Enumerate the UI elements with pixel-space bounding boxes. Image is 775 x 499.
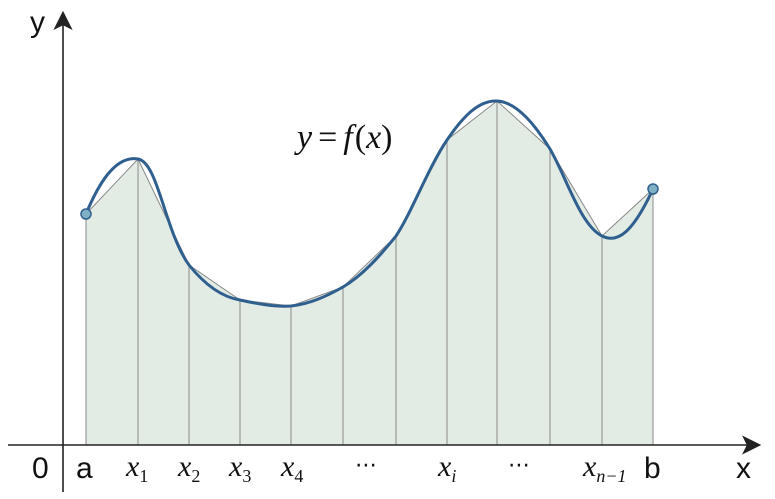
function-curve [84,99,655,308]
partition-lines [85,101,654,445]
tick-label-xi: xi [437,450,456,486]
endpoint-a [80,208,92,220]
y-axis-label: y [30,6,45,39]
tick-label-x1: x1 [125,450,148,486]
ellipsis-left: ⋯ [355,453,377,478]
endpoint-b [647,183,659,195]
tick-label-x4: x4 [280,450,303,486]
x-axis-label: x [736,452,751,485]
tick-label-x2: x2 [177,450,200,486]
tick-label-a: a [76,452,93,485]
origin-label: 0 [32,452,49,485]
tick-label-b: b [644,452,661,485]
tick-label-xn1: xn−1 [582,450,626,486]
ellipsis-right: ⋯ [508,453,530,478]
tick-label-x3: x3 [228,450,251,486]
function-label: y = f(x) [294,119,392,156]
